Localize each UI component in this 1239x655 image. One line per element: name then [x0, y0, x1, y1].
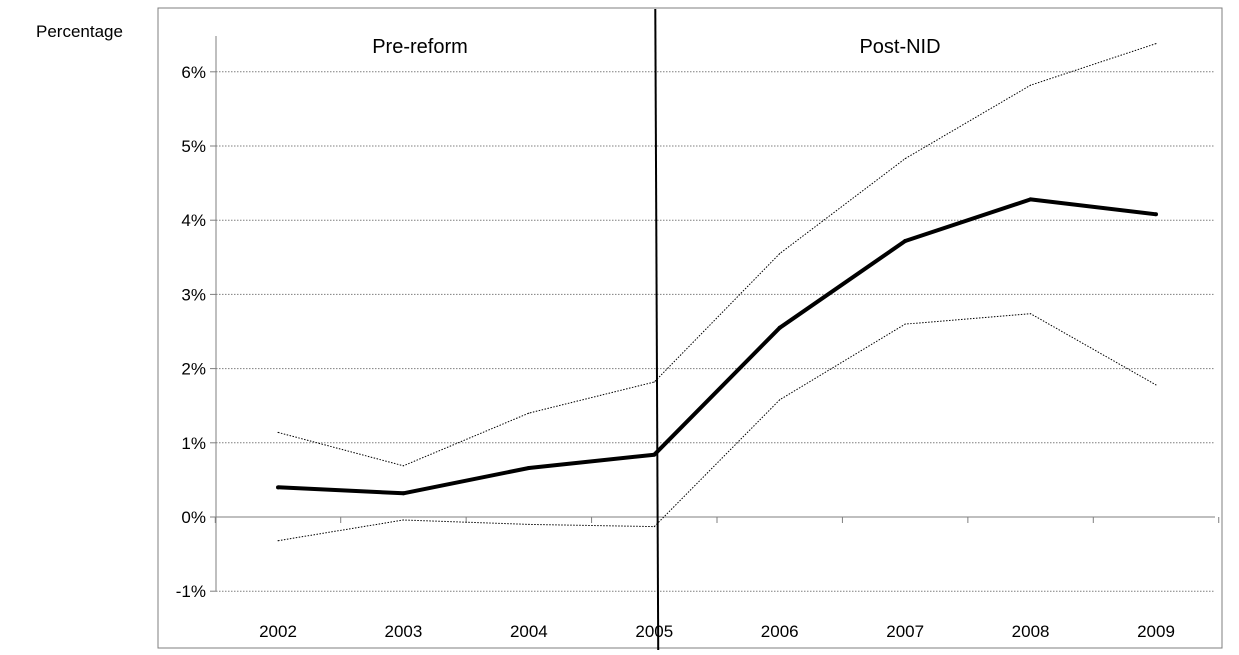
x-tick-label: 2007 — [886, 622, 924, 641]
data-point — [277, 431, 279, 433]
x-tick-label: 2009 — [1137, 622, 1175, 641]
data-point — [1154, 212, 1159, 217]
x-tick-label: 2005 — [635, 622, 673, 641]
data-point — [528, 412, 530, 414]
data-point — [1028, 197, 1033, 202]
data-point — [903, 238, 908, 243]
data-point — [1155, 384, 1157, 386]
y-tick-label: 2% — [181, 360, 206, 379]
reform-reference-line — [654, 8, 660, 655]
data-point — [904, 323, 906, 325]
y-tick-label: 1% — [181, 434, 206, 453]
data-point — [276, 485, 280, 490]
y-tick-label: 3% — [181, 285, 206, 304]
data-point — [653, 381, 655, 383]
chart-frame — [157, 7, 1223, 649]
y-axis-title: Percentage — [36, 22, 123, 41]
x-tick-label: 2008 — [1012, 622, 1050, 641]
data-point — [402, 519, 404, 521]
data-point — [777, 325, 782, 330]
x-tick-label: 2002 — [259, 622, 297, 641]
y-tick-label: 0% — [181, 508, 206, 527]
data-point — [401, 491, 406, 496]
series-line-estimate — [277, 197, 1157, 496]
series-line-upper-bound — [277, 43, 1157, 467]
data-point — [1030, 313, 1032, 315]
data-point — [653, 526, 655, 528]
data-point — [277, 540, 279, 542]
data-point — [1155, 43, 1157, 45]
y-tick-label: 5% — [181, 137, 206, 156]
y-tick-label: 6% — [181, 63, 206, 82]
data-point — [904, 158, 906, 160]
annotation-post-nid: Post-NID — [859, 36, 940, 58]
x-tick-label: 2003 — [385, 622, 423, 641]
data-point — [1030, 84, 1032, 86]
data-point — [526, 466, 531, 471]
data-point — [779, 253, 781, 255]
x-tick-label: 2006 — [761, 622, 799, 641]
annotation-pre-reform: Pre-reform — [372, 36, 468, 58]
data-point — [528, 523, 530, 525]
x-tick-label: 2004 — [510, 622, 548, 641]
data-point — [779, 399, 781, 401]
data-point — [652, 452, 657, 457]
data-point — [402, 465, 404, 467]
series-line-lower-bound — [277, 313, 1157, 542]
y-tick-label: 4% — [181, 211, 206, 230]
y-tick-label: -1% — [176, 582, 206, 601]
